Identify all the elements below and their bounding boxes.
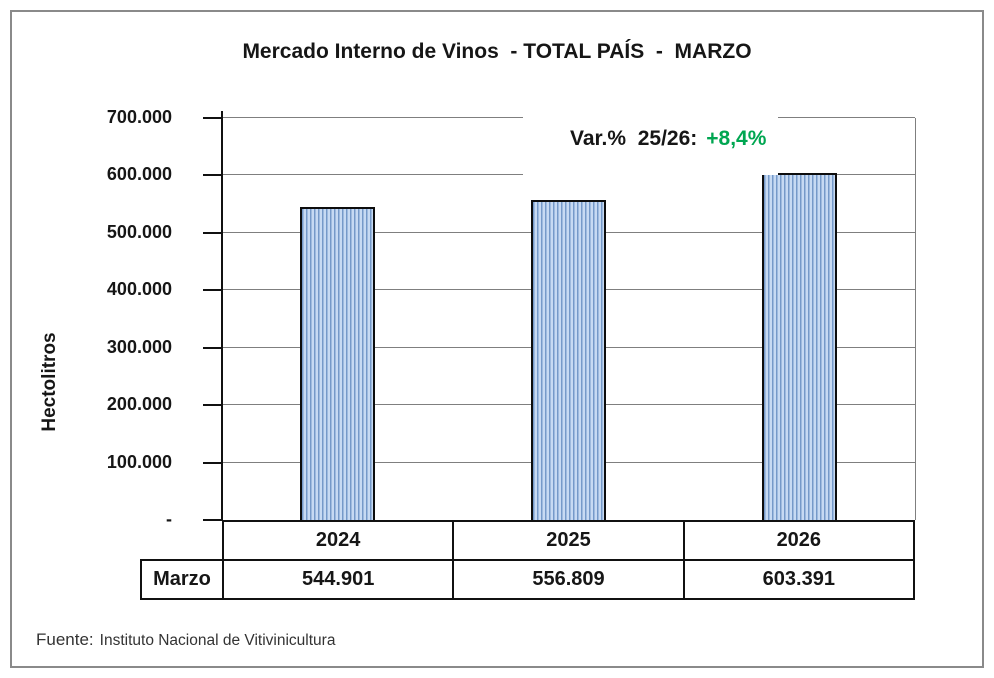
y-axis-tick	[203, 289, 222, 292]
category-label-2025: 2025	[454, 522, 685, 559]
y-axis-tick	[203, 346, 222, 349]
value-2024: 544.901	[224, 561, 455, 598]
value-2025: 556.809	[454, 561, 685, 598]
source-label: Fuente:	[36, 630, 94, 649]
y-tick-label: 700.000	[106, 107, 172, 128]
source-text: Instituto Nacional de Vitivinicultura	[99, 632, 336, 649]
category-label-2026: 2026	[776, 529, 822, 551]
y-tick-label: 200.000	[106, 394, 172, 415]
data-table-row: Marzo 544.901 556.809 603.391	[140, 559, 915, 600]
source-note: Fuente: Instituto Nacional de Vitivinicul…	[36, 630, 335, 650]
y-axis-tick	[203, 117, 222, 119]
value-2026: 603.391	[762, 568, 835, 590]
row-header-marzo: Marzo	[142, 561, 224, 598]
outer-frame	[10, 10, 984, 668]
y-axis-tick	[203, 461, 222, 464]
plot-area: Var.% 25/26: +8,4% - 100.000 200.000 300.000…	[107, 103, 916, 529]
y-tick-label: 500.000	[106, 221, 172, 242]
variation-annotation: Var.% 25/26: +8,4%	[523, 103, 779, 175]
y-axis-tick	[203, 404, 222, 407]
y-tick-label: 400.000	[106, 279, 172, 300]
y-axis-tick	[203, 231, 222, 234]
y-axis-tick	[203, 519, 222, 521]
bar-2026	[762, 173, 837, 520]
category-axis-row: 2024 2025 2026	[222, 520, 915, 559]
bar-2025	[531, 200, 606, 520]
category-label-2024: 2024	[224, 522, 455, 559]
y-tick-label: 100.000	[106, 451, 172, 472]
y-axis-title: Hectolitros	[39, 332, 60, 432]
variation-label: Var.% 25/26:	[570, 127, 698, 150]
chart-title: Mercado Interno de Vinos - TOTAL PAÍS - …	[242, 40, 752, 63]
y-tick-label: 300.000	[106, 336, 172, 357]
y-axis-tick	[203, 174, 222, 177]
y-tick-label: -	[166, 509, 172, 530]
y-tick-label: 600.000	[106, 164, 172, 185]
variation-value: +8,4%	[706, 127, 767, 150]
y-axis-line	[221, 111, 223, 520]
bar-2024	[300, 207, 375, 520]
plot-right-border	[914, 118, 916, 520]
